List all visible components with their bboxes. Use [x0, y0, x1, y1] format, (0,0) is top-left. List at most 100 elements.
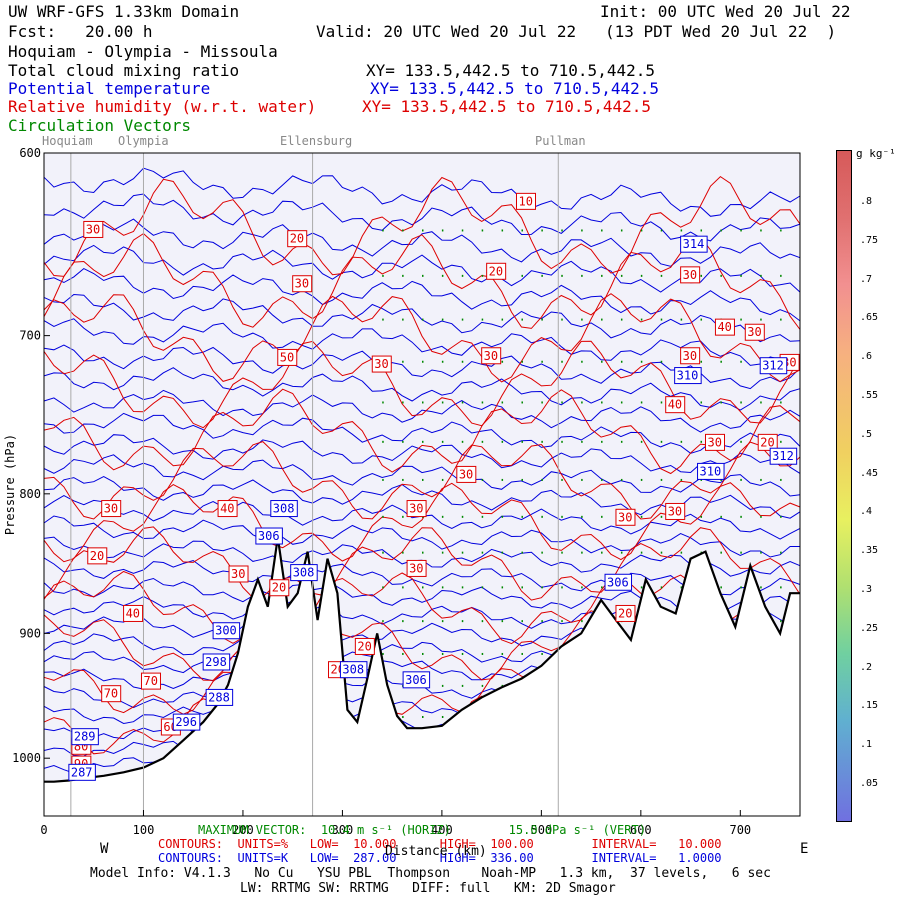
circulation-vector	[541, 360, 543, 363]
colorbar-tick-label: .75	[860, 234, 879, 246]
circulation-vector	[521, 229, 523, 232]
colorbar-tick-label: .45	[860, 467, 879, 479]
theta-contour-label-box	[339, 661, 368, 679]
theta-contour-info: CONTOURS: UNITS=K LOW= 287.00 HIGH= 336.…	[158, 851, 722, 865]
rh-contour-label-text: 20	[290, 232, 304, 246]
x-tick-label: 400	[431, 823, 453, 837]
rh-contour-label: 30	[228, 565, 249, 583]
circulation-vector	[521, 620, 523, 623]
circulation-vector	[521, 515, 523, 518]
circulation-vector	[382, 401, 384, 404]
theta-contour-label: 287	[68, 763, 96, 781]
rh-contour-label: 30	[615, 508, 636, 526]
circulation-vector	[461, 318, 464, 321]
x-tick-label: 500	[531, 823, 553, 837]
theta-contour-label-text: 289	[74, 730, 96, 744]
rh-contour-label: 40	[665, 396, 686, 414]
rh-contour-label-box	[486, 262, 507, 280]
rh-contour-label-box	[140, 672, 161, 690]
theta-contour	[43, 412, 801, 454]
rh-contour-label-box	[269, 579, 290, 597]
rh-contour-label: 40	[217, 500, 238, 518]
circulation-vector	[620, 478, 623, 481]
rh-contour-info: CONTOURS: UNITS=% LOW= 10.000 HIGH= 100.…	[158, 837, 722, 851]
circulation-vector	[521, 401, 523, 404]
theta-contour	[43, 318, 801, 366]
theta-contour-label-box	[759, 357, 788, 375]
circulation-vector	[640, 274, 643, 277]
circulation-vector	[481, 274, 484, 277]
rh-contour-label-text: 40	[668, 398, 682, 412]
rh-contour	[43, 441, 801, 520]
theta-contour-label-text: 312	[772, 449, 794, 463]
circulation-vector	[541, 620, 543, 623]
circulation-vector	[422, 478, 424, 481]
theta-contour-label: 310	[674, 367, 702, 385]
circulation-vector	[481, 551, 484, 554]
rh-contour-label-box	[123, 604, 144, 622]
rh-contour-label-box	[101, 500, 122, 518]
circulation-vector	[660, 274, 663, 277]
circulation-vector	[561, 551, 563, 554]
circulation-vector	[740, 360, 742, 363]
circulation-vector	[441, 551, 444, 554]
rh-contour-label: 30	[101, 500, 122, 518]
rh-contour-label: 20	[354, 637, 375, 655]
circulation-vector	[780, 586, 782, 589]
circulation-vector	[541, 274, 543, 277]
rh-contour-label: 20	[287, 230, 308, 248]
circulation-vector	[640, 229, 643, 232]
circulation-vector	[441, 620, 444, 623]
valid-time: Valid: 20 UTC Wed 20 Jul 22 (13 PDT Wed …	[316, 22, 837, 41]
circulation-vector	[601, 586, 603, 589]
y-tick-label: 900	[19, 626, 41, 640]
x-axis-label: Distance (km)	[385, 844, 487, 859]
rh-contour-label-text: 70	[143, 674, 157, 688]
circulation-vector	[561, 586, 563, 589]
circulation-vector	[581, 440, 583, 443]
rh-contour-label-box	[371, 355, 392, 373]
rh-contour-label: 40	[123, 604, 144, 622]
theta-contour-label-box	[697, 462, 725, 480]
east-label: E	[800, 841, 809, 857]
circulation-vector	[640, 478, 643, 481]
circulation-vector	[740, 401, 742, 404]
circulation-vector	[402, 551, 404, 554]
rh-contour-label-box	[680, 266, 701, 284]
circulation-vector	[620, 318, 623, 321]
circulation-vector	[441, 229, 444, 232]
circulation-vector	[481, 515, 484, 518]
theta-contour-label-box	[270, 500, 298, 518]
theta-contour-label-box	[402, 671, 431, 689]
circulation-vector	[402, 401, 404, 404]
circulation-vector	[660, 586, 663, 589]
rh-contour-label-text: 20	[618, 606, 632, 620]
theta-contour-label-text: 312	[762, 359, 784, 373]
circulation-vector	[760, 401, 762, 404]
theta-contour-label-box	[71, 728, 99, 746]
circulation-vector	[481, 684, 484, 687]
theta-contour-label-text: 308	[342, 663, 364, 677]
theta-contour	[43, 244, 801, 293]
rh-contour-label: 30	[481, 347, 502, 365]
circulation-vector	[382, 620, 384, 623]
theta-contour-label: 306	[402, 671, 431, 689]
theta-contour	[43, 167, 801, 217]
theta-contour-label: 314	[680, 235, 708, 253]
theta-contour-label-text: 310	[677, 369, 699, 383]
circulation-vector	[660, 551, 663, 554]
circulation-vector	[441, 715, 444, 718]
rh-contour-label-text: 20	[760, 435, 774, 449]
var-rh-xy: XY= 133.5,442.5 to 710.5,442.5	[362, 97, 651, 116]
theta-contour-label-text: 306	[258, 529, 280, 543]
x-tick-label: 700	[729, 823, 751, 837]
theta-contour-label: 298	[202, 653, 231, 671]
circulation-vector	[541, 515, 543, 518]
circulation-vector	[402, 318, 404, 321]
circulation-vector	[740, 318, 742, 321]
theta-contour-label: 300	[212, 622, 241, 640]
circulation-vector	[620, 551, 623, 554]
theta-contour-label-box	[290, 564, 318, 582]
circulation-vector	[620, 229, 623, 232]
circulation-vector	[601, 440, 603, 443]
